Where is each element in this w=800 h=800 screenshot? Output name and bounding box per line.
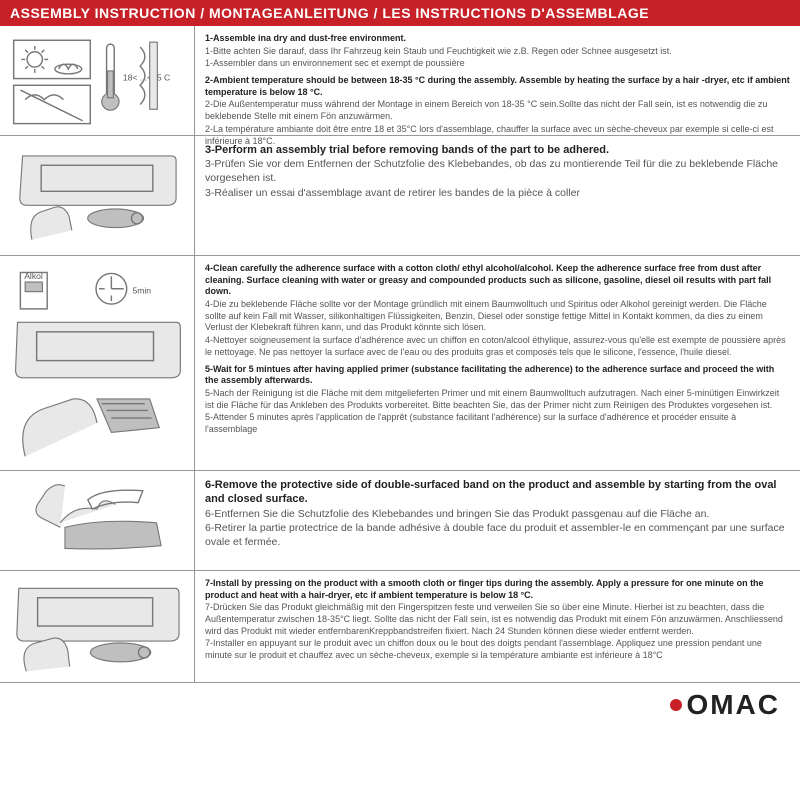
instruction-line: 6-Retirer la partie protectrice de la ba… — [205, 522, 790, 549]
title-bar: ASSEMBLY INSTRUCTION / MONTAGEANLEITUNG … — [0, 0, 800, 26]
instruction-group: 6-Remove the protective side of double-s… — [205, 478, 790, 550]
temp-illustration-icon: 18< ...<35 C — [6, 32, 188, 129]
instruction-bold: 3-Perform an assembly trial before remov… — [205, 143, 790, 157]
instruction-group: 1-Assemble ina dry and dust-free environ… — [205, 33, 790, 70]
instruction-bold: 1-Assemble ina dry and dust-free environ… — [205, 33, 790, 45]
instruction-bold: 5-Wait for 5 mintues after having applie… — [205, 364, 790, 387]
svg-text:18< ...<35 C: 18< ...<35 C — [123, 73, 170, 83]
text-cell: 6-Remove the protective side of double-s… — [195, 471, 800, 570]
instruction-line: 5-Attender 5 minutes après l'application… — [205, 412, 790, 435]
svg-text:Alkol: Alkol — [24, 271, 43, 281]
instruction-row: 18< ...<35 C 1-Assemble ina dry and dust… — [0, 26, 800, 136]
instruction-line: 7-Installer en appuyant sur le produit a… — [205, 638, 790, 661]
trial-illustration-icon — [6, 142, 188, 249]
instruction-row: 6-Remove the protective side of double-s… — [0, 471, 800, 571]
instruction-group: 3-Perform an assembly trial before remov… — [205, 143, 790, 200]
title-text: ASSEMBLY INSTRUCTION / MONTAGEANLEITUNG … — [10, 5, 649, 21]
illustration-cell — [0, 571, 195, 682]
peel-illustration-icon — [6, 477, 188, 564]
instruction-line: 2-Die Außentemperatur muss während der M… — [205, 99, 790, 122]
instruction-bold: 7-Install by pressing on the product wit… — [205, 578, 790, 601]
instruction-bold: 6-Remove the protective side of double-s… — [205, 478, 790, 507]
instruction-line: 7-Drücken Sie das Produkt gleichmäßig mi… — [205, 602, 790, 637]
instruction-bold: 2-Ambient temperature should be between … — [205, 75, 790, 98]
clean-illustration-icon: Alkol 5min — [6, 262, 188, 464]
instruction-group: 4-Clean carefully the adherence surface … — [205, 263, 790, 359]
instruction-row: Alkol 5min 4-Clean carefully the adheren… — [0, 256, 800, 471]
press-illustration-icon — [6, 577, 188, 676]
logo-text: OMAC — [686, 689, 780, 721]
instruction-line: 4-Nettoyer soigneusement la surface d'ad… — [205, 335, 790, 358]
illustration-cell — [0, 471, 195, 570]
instruction-line: 3-Réaliser un essai d'assemblage avant d… — [205, 187, 790, 201]
instruction-line: 5-Nach der Reinigung ist die Fläche mit … — [205, 388, 790, 411]
instruction-group: 5-Wait for 5 mintues after having applie… — [205, 364, 790, 436]
logo-wrap: OMAC — [0, 683, 800, 721]
text-cell: 7-Install by pressing on the product wit… — [195, 571, 800, 682]
instruction-group: 7-Install by pressing on the product wit… — [205, 578, 790, 662]
instruction-bold: 4-Clean carefully the adherence surface … — [205, 263, 790, 298]
illustration-cell — [0, 136, 195, 255]
instruction-line: 6-Entfernen Sie die Schutzfolie des Kleb… — [205, 508, 790, 522]
instruction-line: 1-Bitte achten Sie darauf, dass Ihr Fahr… — [205, 46, 790, 58]
logo-dot-icon — [670, 699, 682, 711]
svg-text:5min: 5min — [132, 286, 151, 296]
illustration-cell: 18< ...<35 C — [0, 26, 195, 135]
instruction-line: 3-Prüfen Sie vor dem Entfernen der Schut… — [205, 158, 790, 185]
text-cell: 3-Perform an assembly trial before remov… — [195, 136, 800, 255]
instruction-rows: 18< ...<35 C 1-Assemble ina dry and dust… — [0, 26, 800, 683]
brand-logo: OMAC — [670, 689, 780, 721]
instruction-row: 3-Perform an assembly trial before remov… — [0, 136, 800, 256]
text-cell: 1-Assemble ina dry and dust-free environ… — [195, 26, 800, 135]
instruction-line: 1-Assembler dans un environnement sec et… — [205, 58, 790, 70]
illustration-cell: Alkol 5min — [0, 256, 195, 470]
text-cell: 4-Clean carefully the adherence surface … — [195, 256, 800, 470]
instruction-line: 4-Die zu beklebende Fläche sollte vor de… — [205, 299, 790, 334]
instruction-row: 7-Install by pressing on the product wit… — [0, 571, 800, 683]
